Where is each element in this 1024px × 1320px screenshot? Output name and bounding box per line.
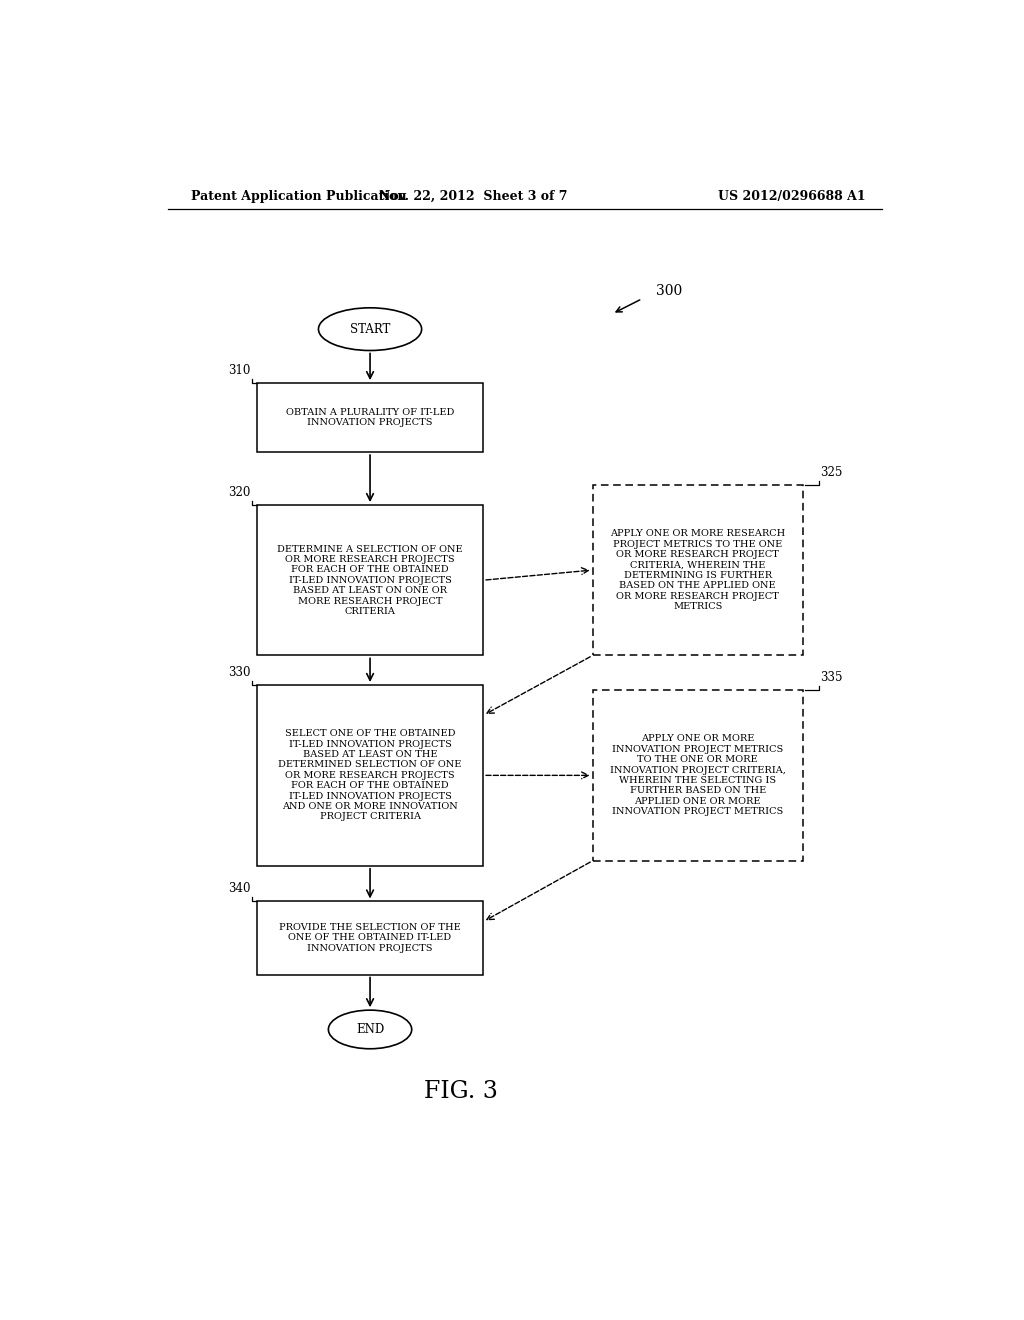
- FancyBboxPatch shape: [257, 902, 483, 974]
- Text: 325: 325: [820, 466, 843, 479]
- FancyBboxPatch shape: [257, 506, 483, 656]
- Text: 320: 320: [228, 486, 251, 499]
- FancyBboxPatch shape: [593, 484, 803, 656]
- Text: SELECT ONE OF THE OBTAINED
IT-LED INNOVATION PROJECTS
BASED AT LEAST ON THE
DETE: SELECT ONE OF THE OBTAINED IT-LED INNOVA…: [279, 729, 462, 821]
- Text: 330: 330: [228, 665, 251, 678]
- Text: DETERMINE A SELECTION OF ONE
OR MORE RESEARCH PROJECTS
FOR EACH OF THE OBTAINED
: DETERMINE A SELECTION OF ONE OR MORE RES…: [278, 545, 463, 616]
- Text: US 2012/0296688 A1: US 2012/0296688 A1: [719, 190, 866, 202]
- Ellipse shape: [329, 1010, 412, 1049]
- FancyBboxPatch shape: [257, 383, 483, 453]
- Text: 310: 310: [228, 364, 251, 378]
- Text: APPLY ONE OR MORE RESEARCH
PROJECT METRICS TO THE ONE
OR MORE RESEARCH PROJECT
C: APPLY ONE OR MORE RESEARCH PROJECT METRI…: [610, 529, 785, 611]
- FancyBboxPatch shape: [593, 690, 803, 861]
- Text: PROVIDE THE SELECTION OF THE
ONE OF THE OBTAINED IT-LED
INNOVATION PROJECTS: PROVIDE THE SELECTION OF THE ONE OF THE …: [280, 923, 461, 953]
- Text: FIG. 3: FIG. 3: [424, 1080, 499, 1104]
- FancyBboxPatch shape: [257, 685, 483, 866]
- Text: 335: 335: [820, 671, 843, 684]
- Text: APPLY ONE OR MORE
INNOVATION PROJECT METRICS
TO THE ONE OR MORE
INNOVATION PROJE: APPLY ONE OR MORE INNOVATION PROJECT MET…: [610, 734, 785, 816]
- Text: Patent Application Publication: Patent Application Publication: [191, 190, 407, 202]
- Text: OBTAIN A PLURALITY OF IT-LED
INNOVATION PROJECTS: OBTAIN A PLURALITY OF IT-LED INNOVATION …: [286, 408, 455, 428]
- Text: START: START: [350, 322, 390, 335]
- Text: END: END: [356, 1023, 384, 1036]
- Text: 300: 300: [655, 284, 682, 297]
- Text: Nov. 22, 2012  Sheet 3 of 7: Nov. 22, 2012 Sheet 3 of 7: [379, 190, 567, 202]
- Ellipse shape: [318, 308, 422, 351]
- Text: 340: 340: [228, 882, 251, 895]
